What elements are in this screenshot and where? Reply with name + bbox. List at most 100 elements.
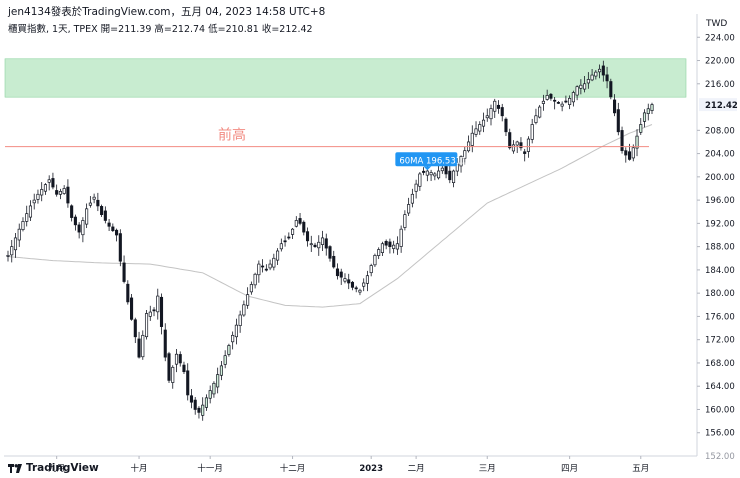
candle[interactable]	[13, 232, 18, 258]
candle[interactable]	[204, 394, 208, 411]
candle[interactable]	[407, 197, 411, 216]
candle[interactable]	[159, 293, 164, 335]
candle[interactable]	[493, 98, 497, 118]
candle[interactable]	[302, 220, 306, 236]
candle[interactable]	[373, 253, 377, 267]
candle[interactable]	[392, 240, 396, 254]
candle[interactable]	[81, 217, 85, 243]
candle[interactable]	[403, 210, 407, 231]
candle[interactable]	[414, 179, 418, 199]
candle[interactable]	[85, 203, 89, 229]
candle[interactable]	[429, 169, 433, 182]
candle[interactable]	[347, 273, 351, 290]
candle[interactable]	[242, 300, 246, 317]
candle[interactable]	[478, 121, 482, 135]
candle[interactable]	[32, 193, 36, 210]
candle[interactable]	[320, 230, 325, 251]
candle[interactable]	[264, 264, 268, 272]
candle[interactable]	[530, 118, 534, 144]
candle[interactable]	[148, 305, 152, 321]
candle[interactable]	[130, 294, 134, 321]
candle[interactable]	[107, 219, 111, 231]
candle[interactable]	[549, 92, 553, 101]
candle[interactable]	[523, 148, 527, 162]
candle[interactable]	[500, 103, 504, 122]
candle[interactable]	[141, 330, 145, 360]
candle[interactable]	[118, 229, 122, 267]
candle[interactable]	[171, 365, 175, 389]
candle[interactable]	[463, 146, 467, 165]
candle[interactable]	[10, 239, 14, 263]
candle[interactable]	[51, 172, 55, 190]
candle[interactable]	[43, 183, 47, 195]
candle[interactable]	[601, 60, 605, 82]
candle[interactable]	[437, 164, 441, 180]
candle[interactable]	[556, 101, 560, 105]
candle[interactable]	[624, 147, 628, 163]
candle[interactable]	[100, 204, 104, 217]
candle[interactable]	[504, 117, 508, 137]
candle[interactable]	[73, 214, 77, 231]
candle[interactable]	[137, 331, 141, 359]
candle[interactable]	[335, 263, 340, 280]
candle[interactable]	[268, 259, 272, 271]
candle[interactable]	[193, 397, 197, 415]
candle[interactable]	[448, 164, 452, 184]
candle[interactable]	[66, 179, 70, 208]
candle[interactable]	[377, 247, 381, 260]
candle[interactable]	[186, 363, 190, 401]
candle[interactable]	[212, 381, 216, 398]
candle[interactable]	[25, 205, 29, 227]
candle[interactable]	[485, 108, 489, 122]
candle[interactable]	[399, 225, 403, 253]
candle[interactable]	[586, 72, 590, 89]
candle[interactable]	[534, 108, 538, 125]
candle[interactable]	[291, 228, 295, 239]
candle[interactable]	[635, 129, 639, 157]
candle[interactable]	[388, 238, 392, 254]
candle[interactable]	[470, 125, 474, 153]
candle[interactable]	[276, 248, 280, 265]
last-price-badge[interactable]	[699, 98, 737, 112]
candle[interactable]	[55, 184, 59, 197]
candle[interactable]	[496, 100, 501, 114]
candle[interactable]	[88, 196, 92, 208]
candle[interactable]	[6, 250, 10, 262]
candle[interactable]	[380, 241, 384, 257]
candle[interactable]	[298, 212, 302, 226]
candle[interactable]	[62, 185, 66, 195]
candle[interactable]	[354, 285, 358, 293]
candle[interactable]	[639, 118, 643, 135]
candle[interactable]	[598, 64, 602, 79]
candle[interactable]	[538, 104, 542, 119]
candle[interactable]	[642, 109, 647, 128]
candle[interactable]	[111, 223, 115, 232]
candle[interactable]	[324, 233, 328, 256]
candle[interactable]	[541, 94, 545, 111]
candle[interactable]	[481, 112, 486, 133]
candle[interactable]	[646, 103, 650, 121]
candle[interactable]	[92, 193, 96, 204]
candle[interactable]	[575, 85, 579, 101]
candle[interactable]	[238, 310, 242, 333]
candle[interactable]	[70, 204, 74, 222]
candle[interactable]	[208, 385, 212, 404]
candle[interactable]	[227, 343, 231, 357]
candle[interactable]	[156, 288, 160, 320]
candle[interactable]	[369, 263, 373, 277]
candle[interactable]	[313, 242, 317, 248]
resistance-zone[interactable]	[4, 58, 687, 98]
candle[interactable]	[358, 288, 362, 296]
candle[interactable]	[219, 361, 223, 381]
candle[interactable]	[17, 223, 21, 247]
candle[interactable]	[279, 238, 283, 252]
candle[interactable]	[163, 323, 167, 362]
candle[interactable]	[115, 228, 119, 242]
candle[interactable]	[77, 222, 81, 239]
candle[interactable]	[365, 270, 369, 292]
candle[interactable]	[40, 182, 44, 202]
candle[interactable]	[410, 188, 414, 208]
candle[interactable]	[395, 236, 399, 255]
candle[interactable]	[126, 280, 130, 305]
candle[interactable]	[332, 250, 336, 269]
